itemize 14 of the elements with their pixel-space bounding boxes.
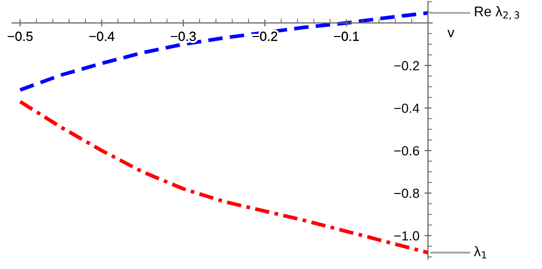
line-series: [18, 100, 428, 254]
text: Re λ$_{2,3}$: [474, 6, 520, 20]
y-tick-label: −0.8: [394, 188, 420, 198]
y-tick-label: −0.2: [394, 61, 420, 70]
x-axis-title: v: [447, 30, 454, 38]
x-tick-label: −0.4: [89, 32, 114, 41]
x-tick-label: −0.5: [8, 32, 33, 41]
y-tick-label: −0.4: [394, 104, 420, 113]
x-tick-label: −0.1: [334, 32, 359, 41]
y-tick-label: −0.6: [394, 146, 420, 156]
y-tick-label: −1.0: [394, 231, 420, 241]
x-tick-label: −0.2: [252, 32, 278, 41]
x-tick-label: −0.3: [170, 32, 196, 41]
text: λ$_{1}$: [474, 246, 486, 258]
